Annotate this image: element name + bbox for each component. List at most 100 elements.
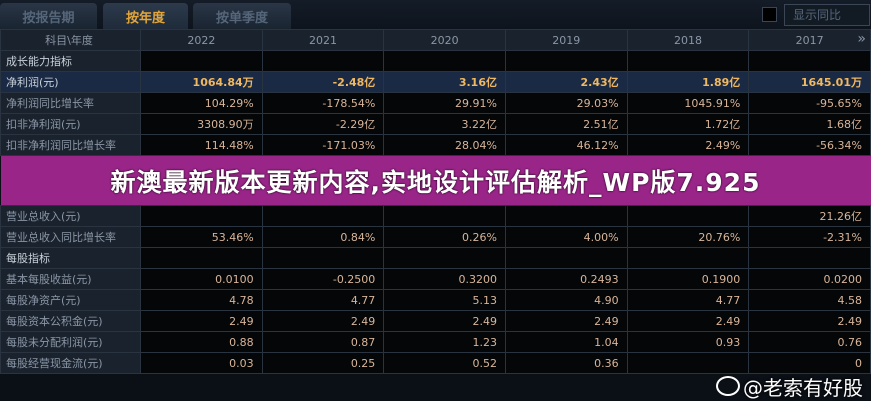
cell-value: 0.84% bbox=[261, 226, 385, 248]
cell-value: 1.72亿 bbox=[626, 113, 750, 135]
cell-value: 1.68亿 bbox=[748, 113, 871, 135]
cell-value bbox=[383, 205, 506, 227]
cell-value: 2.49 bbox=[626, 310, 750, 332]
chevron-double-right-icon[interactable]: » bbox=[857, 31, 866, 47]
cell-value: 4.58 bbox=[748, 289, 871, 311]
header-label: 科目\年度 bbox=[0, 29, 141, 51]
cell-value: 1.04 bbox=[504, 331, 628, 353]
cell-value: -171.03% bbox=[261, 134, 385, 156]
cell-value: 2.49 bbox=[504, 310, 628, 332]
cell-value: 3308.90万 bbox=[140, 113, 263, 135]
year-label: 2017 bbox=[795, 33, 824, 47]
cell-value: 4.90 bbox=[504, 289, 628, 311]
year-header[interactable]: 2017 » bbox=[748, 29, 871, 51]
overlay-banner-row: 新澳最新版本更新内容,实地设计评估解析_WP版7.925 bbox=[0, 155, 871, 206]
table-row[interactable]: 净利润(元) 1064.84万 -2.48亿 3.16亿 2.43亿 1.89亿 1645.… bbox=[0, 71, 871, 93]
cell-value: -0.2500 bbox=[261, 268, 385, 290]
table-row[interactable]: 基本每股收益(元) 0.0100 -0.2500 0.3200 0.2493 0.1900… bbox=[0, 268, 871, 290]
cell-value bbox=[626, 247, 750, 269]
year-header[interactable]: 2020 bbox=[383, 29, 506, 51]
cell-value: -178.54% bbox=[261, 92, 385, 114]
cell-value: 4.78 bbox=[140, 289, 263, 311]
cell-value: 0.1900 bbox=[626, 268, 750, 290]
table-row[interactable]: 每股经营现金流(元) 0.03 0.25 0.52 0.36 0 bbox=[0, 352, 871, 374]
row-label: 净利润同比增长率 bbox=[0, 92, 141, 114]
year-header[interactable]: 2021 bbox=[261, 29, 385, 51]
cell-value: 1.89亿 bbox=[626, 71, 750, 93]
tab-bar: 按报告期 按年度 按单季度 显示同比 bbox=[0, 0, 871, 29]
row-label: 每股指标 bbox=[0, 247, 141, 269]
row-label: 营业总收入(元) bbox=[0, 205, 141, 227]
year-header[interactable]: 2022 bbox=[140, 29, 263, 51]
cell-value: 0.0100 bbox=[140, 268, 263, 290]
cell-value: 29.91% bbox=[383, 92, 506, 114]
cell-value bbox=[626, 50, 750, 72]
cell-value: 4.00% bbox=[504, 226, 628, 248]
show-yoy-label[interactable]: 显示同比 bbox=[784, 4, 870, 26]
cell-value: 29.03% bbox=[504, 92, 628, 114]
cell-value bbox=[383, 50, 506, 72]
cell-value bbox=[140, 247, 263, 269]
table-header: 科目\年度 2022 2021 2020 2019 2018 2017 » bbox=[0, 29, 871, 51]
cell-value: 0.88 bbox=[140, 331, 263, 353]
cell-value: 3.22亿 bbox=[383, 113, 506, 135]
cell-value: 0.0200 bbox=[748, 268, 871, 290]
cell-value: 0.76 bbox=[748, 331, 871, 353]
cell-value bbox=[626, 352, 750, 374]
cell-value: 2.49 bbox=[140, 310, 263, 332]
cell-value: 0.36 bbox=[504, 352, 628, 374]
table-row[interactable]: 每股净资产(元) 4.78 4.77 5.13 4.90 4.77 4.58 bbox=[0, 289, 871, 311]
watermark-text: @老索有好股 bbox=[743, 375, 863, 400]
table-row[interactable]: 扣非净利润同比增长率 114.48% -171.03% 28.04% 46.12% 2.4… bbox=[0, 134, 871, 156]
row-label: 基本每股收益(元) bbox=[0, 268, 141, 290]
table-row[interactable]: 营业总收入同比增长率 53.46% 0.84% 0.26% 4.00% 20.76% -2.… bbox=[0, 226, 871, 248]
cell-value: 2.49% bbox=[626, 134, 750, 156]
cell-value: -2.29亿 bbox=[261, 113, 385, 135]
cell-value: 0.3200 bbox=[383, 268, 506, 290]
cell-value: 2.49 bbox=[748, 310, 871, 332]
year-header[interactable]: 2018 bbox=[626, 29, 750, 51]
cell-value bbox=[383, 247, 506, 269]
table-row[interactable]: 净利润同比增长率 104.29% -178.54% 29.91% 29.03% 1045.… bbox=[0, 92, 871, 114]
cell-value: 1064.84万 bbox=[140, 71, 263, 93]
cell-value bbox=[748, 50, 871, 72]
cell-value bbox=[261, 205, 385, 227]
tab-by-report-period[interactable]: 按报告期 bbox=[0, 3, 97, 29]
cell-value bbox=[140, 50, 263, 72]
tab-by-quarter[interactable]: 按单季度 bbox=[193, 3, 291, 29]
table-row[interactable]: 扣非净利润(元) 3308.90万 -2.29亿 3.22亿 2.51亿 1.72亿 1.6… bbox=[0, 113, 871, 135]
row-label: 营业总收入同比增长率 bbox=[0, 226, 141, 248]
table-row[interactable]: 营业总收入(元) 21.26亿 bbox=[0, 205, 871, 227]
cell-value bbox=[504, 50, 628, 72]
table-row[interactable]: 每股指标 bbox=[0, 247, 871, 269]
table-row[interactable]: 每股资本公积金(元) 2.49 2.49 2.49 2.49 2.49 2.49 bbox=[0, 310, 871, 332]
cell-value: 0.26% bbox=[383, 226, 506, 248]
cell-value: 2.43亿 bbox=[504, 71, 628, 93]
tab-by-year[interactable]: 按年度 bbox=[103, 3, 188, 29]
cell-value: 5.13 bbox=[383, 289, 506, 311]
overlay-banner: 新澳最新版本更新内容,实地设计评估解析_WP版7.925 bbox=[0, 155, 871, 206]
cell-value bbox=[626, 205, 750, 227]
cell-value bbox=[261, 50, 385, 72]
row-label: 每股资本公积金(元) bbox=[0, 310, 141, 332]
cell-value bbox=[504, 205, 628, 227]
cell-value bbox=[504, 247, 628, 269]
show-yoy-checkbox[interactable] bbox=[762, 7, 777, 22]
cell-value: 104.29% bbox=[140, 92, 263, 114]
year-header[interactable]: 2019 bbox=[504, 29, 628, 51]
cell-value: 1.23 bbox=[383, 331, 506, 353]
cell-value: 2.51亿 bbox=[504, 113, 628, 135]
table-row[interactable]: 每股未分配利润(元) 0.88 0.87 1.23 1.04 0.93 0.76 bbox=[0, 331, 871, 353]
cell-value bbox=[748, 247, 871, 269]
cell-value bbox=[261, 247, 385, 269]
cell-value: 20.76% bbox=[626, 226, 750, 248]
row-label: 每股经营现金流(元) bbox=[0, 352, 141, 374]
row-label: 成长能力指标 bbox=[0, 50, 141, 72]
cell-value: 2.49 bbox=[383, 310, 506, 332]
table-row[interactable]: 成长能力指标 bbox=[0, 50, 871, 72]
cell-value: 21.26亿 bbox=[748, 205, 871, 227]
cell-value: -56.34% bbox=[748, 134, 871, 156]
row-label: 扣非净利润同比增长率 bbox=[0, 134, 141, 156]
cell-value: 114.48% bbox=[140, 134, 263, 156]
weibo-icon bbox=[716, 376, 740, 396]
